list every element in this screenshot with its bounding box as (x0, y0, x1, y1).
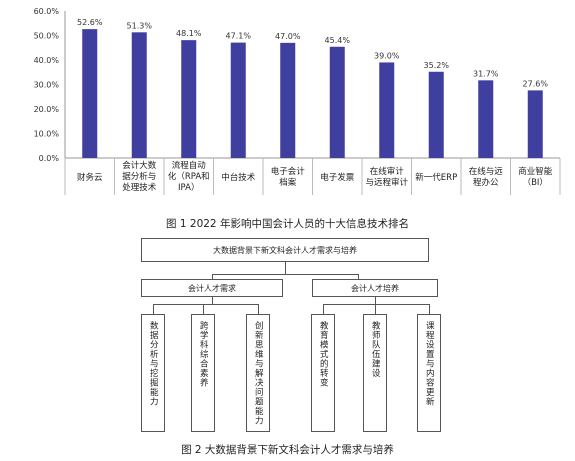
bar-value-label: 47.1% (226, 32, 252, 41)
x-tick-label: 与远程审计 (365, 177, 408, 188)
bar-value-label: 45.4% (325, 36, 351, 45)
diagram-leaf-box: 课程设置与内容更新 (417, 314, 441, 432)
bar-value-label: 48.1% (176, 29, 202, 38)
x-tick-label: （BI） (523, 177, 548, 188)
y-tick-label: 30.0% (34, 81, 60, 90)
bar (478, 80, 494, 158)
y-tick-label: 40.0% (34, 56, 60, 65)
bar (181, 40, 197, 158)
y-tick-label: 10.0% (34, 130, 60, 139)
x-tick-label: 在线审计 (370, 166, 405, 177)
connector-line (323, 304, 429, 305)
connector-line (212, 297, 213, 304)
diagram-left-group-box: 会计人才需求 (141, 279, 283, 297)
chart-bars (82, 29, 543, 159)
x-tick-label: 化（RPA和 (168, 171, 210, 182)
diagram-leaf-box: 数据分析与挖掘能力 (141, 314, 165, 432)
connector-line (212, 274, 358, 275)
connector-line (375, 304, 376, 314)
bar (379, 62, 395, 159)
diagram-leaf-label: 数据分析与挖掘能力 (148, 321, 159, 407)
x-tick-label: 在线与远 (469, 166, 504, 177)
diagram-leaf-box: 教师队伍建设 (363, 314, 387, 432)
diagram-leaf-label: 教育模式的转变 (318, 321, 329, 388)
connector-line (153, 304, 258, 305)
bar (280, 42, 296, 158)
figure-1-caption: 图 1 2022 年影响中国会计人员的十大信息技术排名 (166, 218, 409, 230)
bar (131, 32, 147, 158)
diagram-leaf-label: 课程设置与内容更新 (424, 321, 435, 407)
bar-value-label: 27.6% (523, 79, 549, 88)
connector-line (375, 297, 376, 304)
diagram-right-group-box: 会计人才培养 (312, 279, 438, 297)
x-tick-label: 中台技术 (221, 172, 256, 183)
bar-value-label: 39.0% (374, 51, 400, 60)
bar (82, 29, 98, 158)
connector-line (153, 304, 154, 314)
x-tick-label: 流程自动 (172, 160, 207, 171)
diagram-leaf-box: 教育模式的转变 (311, 314, 335, 432)
x-tick-label: 档案 (279, 177, 297, 188)
diagram-leaf-label: 教师队伍建设 (370, 321, 381, 378)
diagram-left-group-label: 会计人才需求 (188, 283, 236, 293)
x-tick-label: 电子会计 (271, 166, 306, 177)
y-tick-label: 50.0% (34, 32, 60, 41)
x-tick-label: 财务云 (77, 172, 103, 183)
bar-value-label: 35.2% (424, 61, 450, 70)
y-tick-label: 20.0% (34, 105, 60, 114)
bar-chart: 0.0% 10.0% 20.0% 30.0% 40.0% 50.0% 60.0% 52.6%… (34, 7, 561, 195)
chart-axes: 0.0% 10.0% 20.0% 30.0% 40.0% 50.0% 60.0% (34, 7, 561, 195)
diagram-top-box: 大数据背景下新文科会计人才需求与培养 (141, 238, 429, 262)
bar (329, 46, 345, 158)
diagram-top-label: 大数据背景下新文科会计人才需求与培养 (213, 245, 357, 255)
connector-line (203, 304, 204, 314)
bar (230, 42, 246, 159)
x-tick-label: 处理技术 (122, 182, 157, 193)
x-tick-label: 电子发票 (320, 172, 355, 183)
connector-line (258, 304, 259, 314)
bar (428, 71, 444, 158)
diagram-leaf-label: 跨学科综合素养 (198, 321, 209, 388)
diagram-right-group-label: 会计人才培养 (351, 283, 399, 293)
figure-2-caption: 图 2 大数据背景下新文科会计人才需求与培养 (181, 444, 394, 456)
bar-value-label: 52.6% (77, 18, 103, 27)
connector-line (358, 274, 359, 279)
x-tick-label: 商业智能 (518, 166, 553, 177)
connector-line (285, 262, 286, 274)
bar-value-label: 51.3% (127, 21, 153, 30)
x-tick-label: 新一代ERP (415, 172, 457, 183)
x-tick-label: 据分析与 (122, 171, 156, 182)
bar-value-label: 47.0% (275, 32, 301, 41)
diagram-leaf-box: 跨学科综合素养 (191, 314, 215, 432)
diagram-leaf-label: 创新思维与解决问题能力 (253, 321, 264, 426)
bar-value-label: 31.7% (473, 69, 499, 78)
y-tick-label: 60.0% (34, 7, 60, 16)
connector-line (429, 304, 430, 314)
x-tick-label: 程办公 (473, 177, 499, 188)
x-tick-label: 会计大数 (122, 160, 157, 171)
connector-line (323, 304, 324, 314)
diagram-leaf-box: 创新思维与解决问题能力 (246, 314, 270, 432)
x-tick-label: IPA） (178, 182, 199, 193)
bar (527, 90, 543, 158)
connector-line (212, 274, 213, 279)
y-tick-label: 0.0% (39, 154, 60, 163)
